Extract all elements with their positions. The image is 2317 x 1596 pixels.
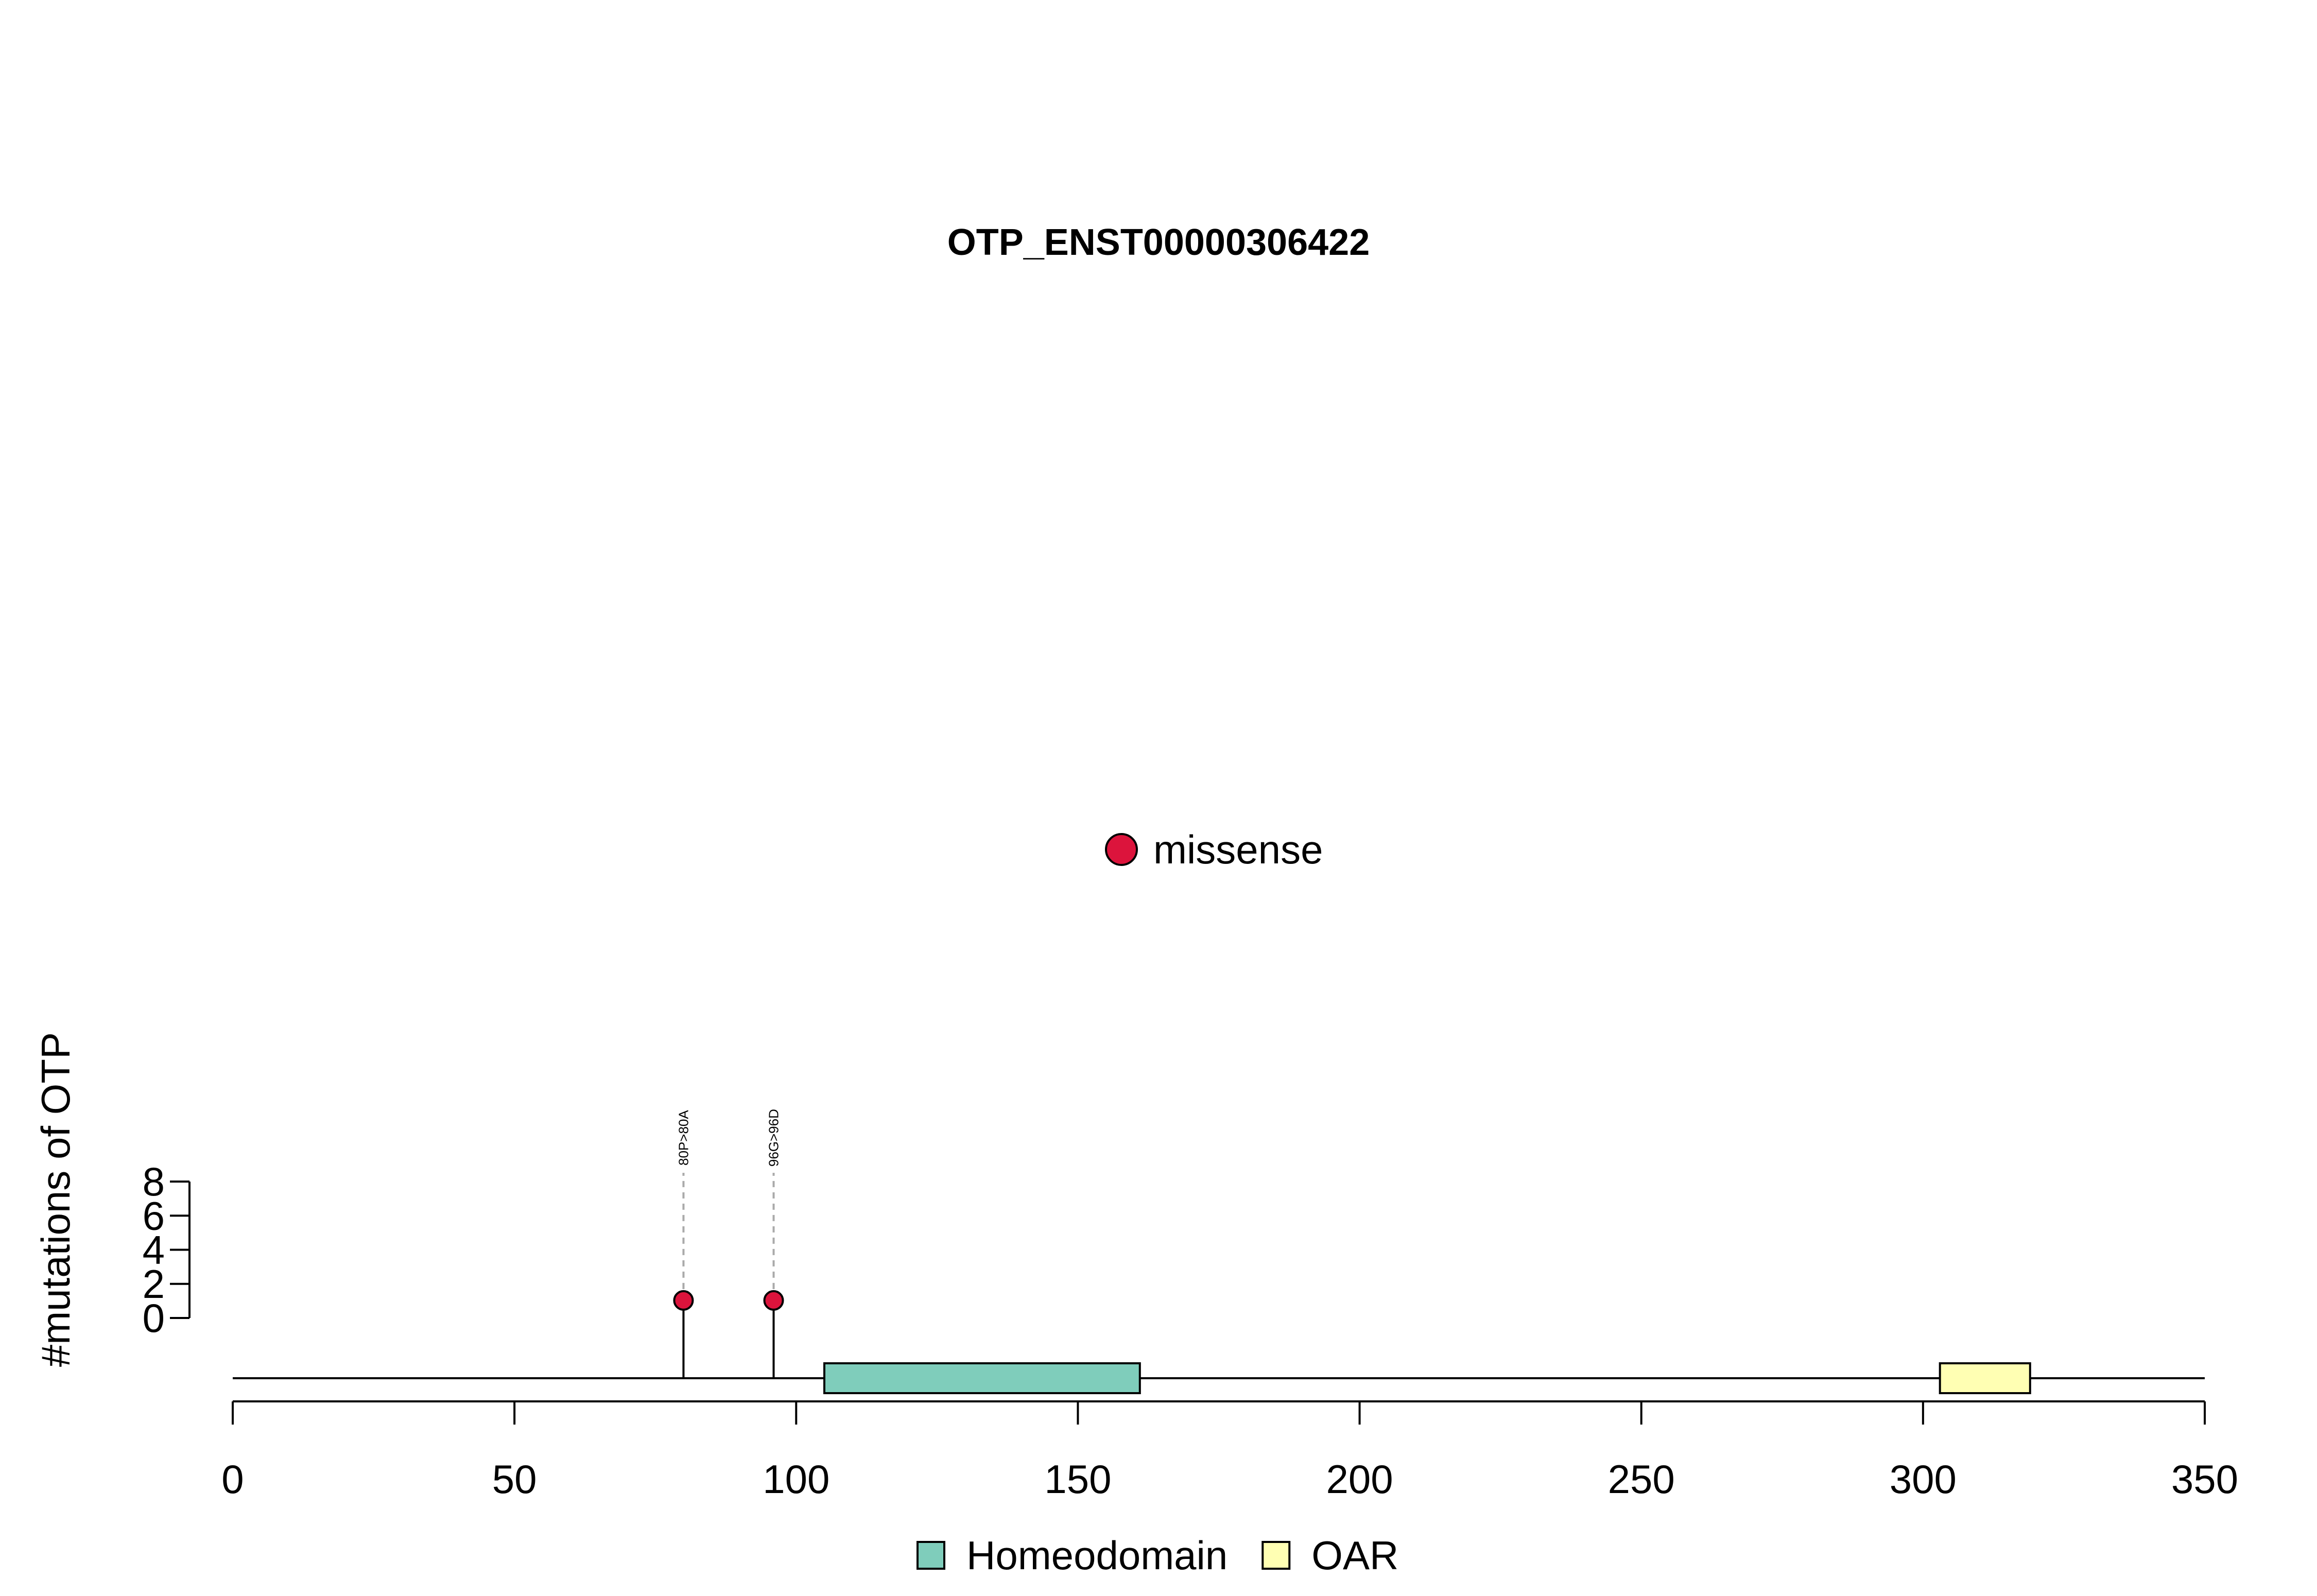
x-tick-label: 0	[221, 1456, 244, 1502]
legend-swatch-homeodomain	[917, 1541, 945, 1570]
y-tick-label: 2	[143, 1261, 165, 1307]
x-tick-label: 350	[2171, 1456, 2238, 1502]
legend-label-oar: OAR	[1311, 1533, 1398, 1578]
y-tick-label: 8	[143, 1159, 165, 1204]
legend-swatch-oar	[1261, 1541, 1291, 1570]
missense-legend-label: missense	[1153, 827, 1323, 872]
x-axis: 0 50 100 150 200 250 300 350	[221, 1400, 2238, 1502]
domain-boxes	[823, 1362, 2031, 1394]
x-tick-label: 50	[492, 1456, 537, 1502]
x-tick-label: 200	[1326, 1456, 1393, 1502]
legend-label-homeodomain: Homeodomain	[966, 1533, 1227, 1578]
x-tick-label: 100	[763, 1456, 829, 1502]
mutation-label: 80P>80A	[676, 1109, 691, 1165]
mutation-type-legend: missense	[1105, 827, 1323, 872]
domain-box-oar	[1939, 1362, 2031, 1394]
mutation-label: 96G>96D	[766, 1109, 782, 1167]
missense-legend-marker	[1105, 833, 1138, 866]
y-tick-label: 0	[143, 1295, 165, 1341]
chart-title: OTP_ENST00000306422	[947, 222, 1370, 263]
x-tick-label: 150	[1044, 1456, 1111, 1502]
y-axis-label: #mutations of OTP	[33, 1032, 78, 1367]
domain-legend: Homeodomain OAR	[917, 1533, 1398, 1578]
lollipop-head	[763, 1290, 784, 1311]
y-tick-label: 6	[143, 1193, 165, 1238]
lollipop-head	[673, 1290, 694, 1311]
y-tick-label: 4	[143, 1227, 165, 1273]
domain-box-homeodomain	[823, 1362, 1141, 1394]
x-tick-label: 250	[1608, 1456, 1675, 1502]
mutation-lollipops: 80P>80A 96G>96D	[673, 1109, 784, 1378]
x-tick-label: 300	[1890, 1456, 1957, 1502]
